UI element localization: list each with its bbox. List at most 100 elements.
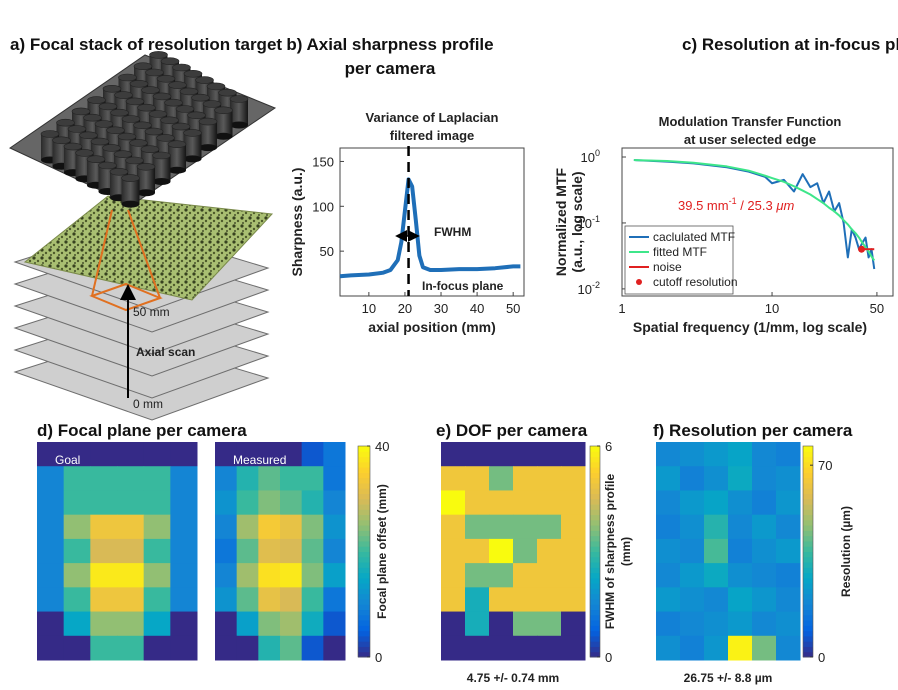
cell	[258, 587, 280, 612]
camera-top	[41, 131, 59, 138]
chart-subtitle: Modulation Transfer Function	[659, 114, 842, 129]
cell	[728, 612, 753, 637]
cell	[656, 636, 681, 661]
cell	[170, 587, 197, 612]
y-axis-label: Sharpness (a.u.)	[289, 168, 305, 277]
cell	[752, 490, 777, 515]
colorbar-step	[590, 646, 600, 652]
cell	[776, 515, 801, 540]
cell	[90, 442, 117, 467]
colorbar-step	[590, 488, 600, 494]
cell	[90, 563, 117, 588]
y-axis-label: Normalized MTF	[553, 167, 569, 276]
chart-subtitle: filtered image	[390, 128, 475, 143]
camera-top	[161, 58, 179, 65]
cell	[465, 515, 490, 540]
colorbar-step	[358, 594, 370, 600]
camera-top	[115, 92, 133, 99]
cell	[64, 490, 91, 515]
camera-top	[153, 152, 171, 159]
cell	[37, 490, 64, 515]
colorbar-step	[803, 525, 813, 531]
cell	[237, 490, 259, 515]
y-tick-exponent: -1	[592, 214, 600, 224]
panel-title: e) DOF per camera	[436, 421, 588, 440]
cell	[237, 587, 259, 612]
camera-body	[215, 110, 233, 136]
camera-top	[91, 138, 109, 145]
cell	[752, 587, 777, 612]
cell	[656, 466, 681, 491]
camera-top	[110, 168, 128, 175]
axis-annotation: 50 mm	[133, 305, 170, 319]
camera-top	[184, 70, 202, 77]
colorbar-step	[590, 451, 600, 457]
cell	[258, 563, 280, 588]
colorbar-step	[358, 625, 370, 631]
colorbar-step	[590, 541, 600, 547]
cell	[302, 442, 324, 467]
caption: 26.75 +/- 8.8 µm	[684, 671, 773, 685]
figure: a) Focal stack of resolution target 50 m…	[0, 0, 898, 690]
colorbar-step	[358, 578, 370, 584]
colorbar-step	[358, 583, 370, 589]
cell	[776, 587, 801, 612]
cell	[237, 466, 259, 491]
camera-top	[230, 96, 248, 103]
colorbar-step	[803, 646, 813, 652]
colorbar-step	[358, 520, 370, 526]
colorbar-label: FWHM of sharpness profile	[603, 474, 617, 630]
cell	[90, 466, 117, 491]
colorbar-step	[803, 625, 813, 631]
colorbar-step	[358, 552, 370, 558]
cell	[728, 636, 753, 661]
camera-top	[57, 119, 75, 126]
camera-top	[192, 94, 210, 101]
camera-top	[184, 129, 202, 136]
cell	[441, 539, 466, 564]
cell	[704, 490, 729, 515]
cell	[37, 612, 64, 637]
y-tick-exponent: -2	[592, 280, 600, 290]
colorbar-step	[803, 541, 813, 547]
colorbar-step	[358, 483, 370, 489]
colorbar-step	[590, 562, 600, 568]
cell	[537, 563, 562, 588]
cell	[513, 587, 538, 612]
cell	[728, 490, 753, 515]
cell	[237, 563, 259, 588]
caption: 4.75 +/- 0.74 mm	[467, 671, 559, 685]
colorbar-step	[803, 562, 813, 568]
x-tick-label: 50	[870, 301, 884, 316]
cell	[680, 515, 705, 540]
colorbar-step	[358, 557, 370, 563]
panel-title: per camera	[345, 59, 436, 78]
camera-top	[68, 126, 86, 133]
camera-top	[149, 111, 167, 118]
cell	[323, 612, 345, 637]
camera-top	[161, 117, 179, 124]
cell	[323, 563, 345, 588]
colorbar-step	[803, 620, 813, 626]
colorbar-step	[590, 636, 600, 642]
camera-top	[172, 123, 190, 130]
panel-title: d) Focal plane per camera	[37, 421, 247, 440]
cell	[776, 612, 801, 637]
cell	[704, 442, 729, 467]
colorbar-step	[590, 573, 600, 579]
cell	[680, 490, 705, 515]
cell	[37, 636, 64, 661]
cell	[728, 515, 753, 540]
legend-label: noise	[653, 260, 682, 274]
colorbar-step	[358, 457, 370, 463]
colorbar-step	[803, 467, 813, 473]
cell	[280, 636, 302, 661]
cell	[441, 466, 466, 491]
legend-label: cutoff resolution	[653, 275, 738, 289]
camera-top	[188, 112, 206, 119]
cell	[537, 442, 562, 467]
cell	[302, 563, 324, 588]
cell	[465, 612, 490, 637]
cell	[237, 539, 259, 564]
camera-top	[207, 83, 225, 90]
